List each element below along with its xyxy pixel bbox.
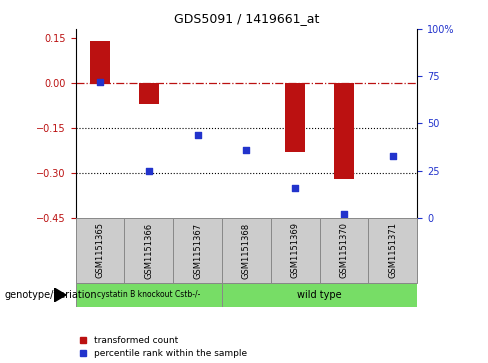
Text: GSM1151368: GSM1151368 [242, 223, 251, 278]
Polygon shape [54, 287, 66, 302]
Text: GSM1151371: GSM1151371 [388, 223, 397, 278]
Bar [124, 218, 173, 283]
Bar [173, 218, 222, 283]
Bar [139, 83, 159, 104]
Text: wild type: wild type [297, 290, 342, 300]
Point [96, 79, 104, 85]
Bar [76, 218, 124, 283]
Text: GSM1151367: GSM1151367 [193, 223, 202, 278]
Point [340, 211, 348, 217]
Bar [368, 218, 417, 283]
Bar [285, 83, 305, 152]
Point [389, 152, 397, 158]
Bar [222, 283, 417, 307]
Text: GSM1151369: GSM1151369 [291, 223, 300, 278]
Point [145, 168, 153, 174]
Point [194, 132, 202, 138]
Bar [76, 283, 222, 307]
Bar [334, 83, 354, 179]
Bar [90, 41, 110, 83]
Title: GDS5091 / 1419661_at: GDS5091 / 1419661_at [174, 12, 319, 25]
Bar [320, 218, 368, 283]
Text: cystatin B knockout Cstb-/-: cystatin B knockout Cstb-/- [97, 290, 201, 299]
Point [243, 147, 250, 153]
Text: GSM1151370: GSM1151370 [340, 223, 348, 278]
Text: genotype/variation: genotype/variation [5, 290, 98, 300]
Text: GSM1151365: GSM1151365 [96, 223, 104, 278]
Bar [271, 218, 320, 283]
Bar [222, 218, 271, 283]
Text: GSM1151366: GSM1151366 [144, 223, 153, 278]
Point [291, 185, 299, 191]
Legend: transformed count, percentile rank within the sample: transformed count, percentile rank withi… [80, 336, 247, 359]
